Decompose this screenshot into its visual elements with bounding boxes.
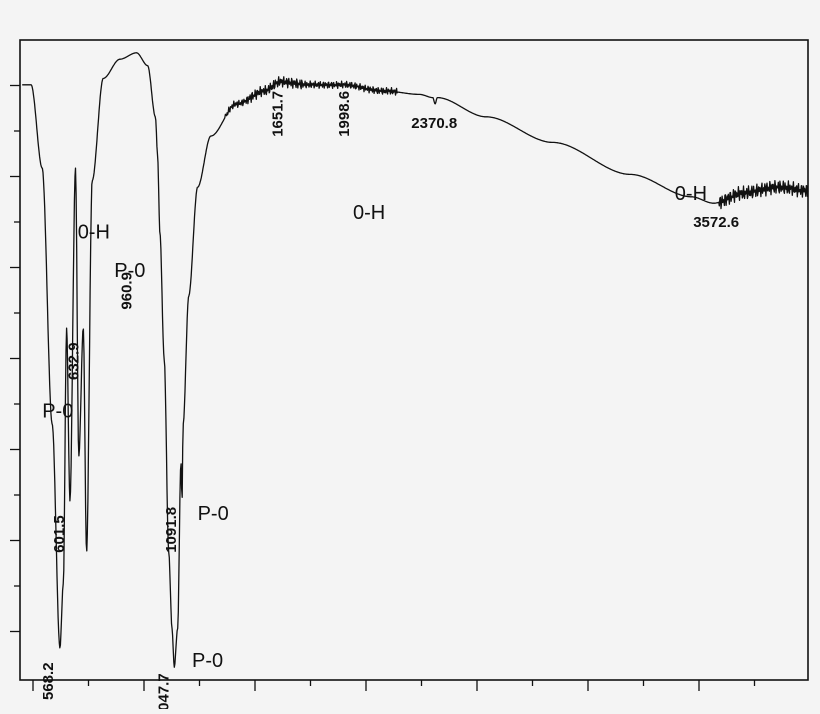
peak-labels: 568.2 601.5 632.9 960.9 1047.7 1091.8 1651.7 19… xyxy=(40,91,739,714)
peak-label: 3572.6 xyxy=(693,214,739,231)
series-line xyxy=(22,52,809,668)
peak-label: 632.9 xyxy=(65,342,82,380)
peak-label: 2370.8 xyxy=(411,115,457,132)
peak-label: 568.2 xyxy=(40,662,57,700)
group-label: 0-H xyxy=(353,202,385,224)
peak-label: 1047.7 xyxy=(155,673,172,709)
group-labels: 0-HP-0P-0P-0P-00-H0-H xyxy=(42,183,707,672)
peak-label: 1998.6 xyxy=(336,91,353,137)
group-label: P-0 xyxy=(42,401,73,423)
group-label: 0-H xyxy=(675,183,707,205)
y-axis-ticks xyxy=(10,84,20,633)
peak-label: 1651.7 xyxy=(270,91,287,137)
group-label: P-0 xyxy=(198,503,229,525)
x-axis-ticks xyxy=(32,680,756,691)
peak-label: 960.9 xyxy=(119,272,136,310)
peak-label: 601.5 xyxy=(51,515,68,553)
group-label: P-0 xyxy=(114,260,145,282)
group-label: P-0 xyxy=(192,650,223,672)
plot-frame xyxy=(19,39,809,681)
group-label: 0-H xyxy=(78,221,110,243)
peak-label: 1091.8 xyxy=(163,507,180,553)
